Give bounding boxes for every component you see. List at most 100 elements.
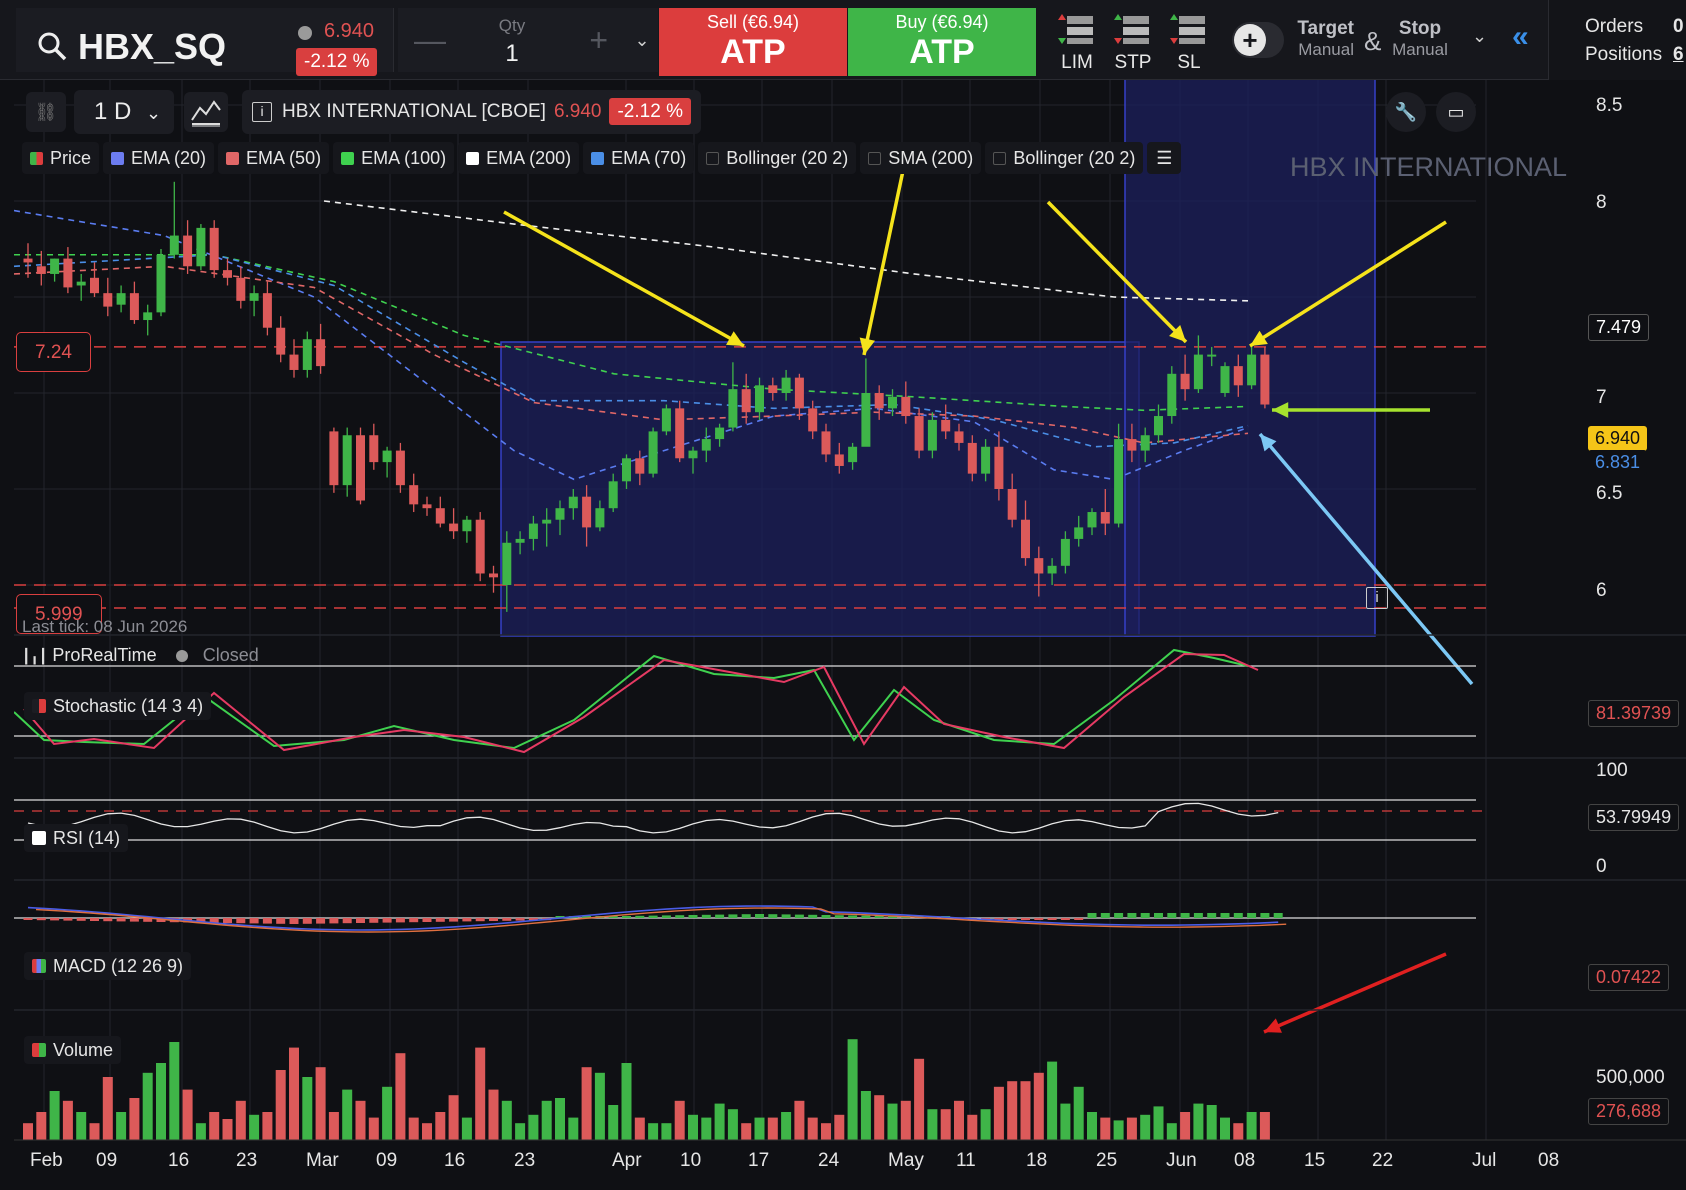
legend-label: EMA (200) (486, 148, 572, 168)
legend-swatch[interactable] (993, 152, 1007, 165)
level-box-lower[interactable]: 5.999 (16, 594, 102, 634)
legend-swatch[interactable] (341, 152, 355, 165)
volume-bar (89, 1123, 100, 1140)
candle (635, 458, 645, 474)
macd-histogram-bar (528, 918, 538, 921)
macd-histogram-bar (1154, 913, 1163, 918)
qty-minus-button[interactable]: — (414, 22, 446, 58)
candlestick-icon: ┃╻┃ (22, 648, 48, 664)
time-axis-label: 24 (818, 1150, 840, 1171)
target-setting[interactable]: Target Manual (1288, 18, 1354, 60)
legend-swatch[interactable] (30, 152, 43, 165)
macd-histogram-bar (755, 914, 764, 918)
indicators-button[interactable] (184, 92, 228, 132)
stop-loss-button[interactable]: SL (1164, 12, 1214, 73)
symbol-name[interactable]: HBX_SQ (78, 26, 227, 67)
legend-item[interactable]: EMA (50) (218, 142, 330, 174)
qty-input[interactable]: 1 (505, 40, 519, 67)
search-icon[interactable] (36, 30, 68, 62)
macd-histogram-bar (661, 915, 671, 918)
volume-bar (621, 1063, 632, 1140)
legend-label: EMA (20) (131, 148, 207, 168)
volume-bar (235, 1100, 246, 1140)
collapse-panel-icon[interactable]: « (1512, 20, 1529, 53)
buy-button[interactable]: Buy (€6.94) ATP (848, 8, 1036, 76)
list-menu-icon[interactable]: ☰ (1147, 142, 1182, 174)
chart-area[interactable]: ⛓ 1 D ⌄ i HBX INTERNATIONAL [CBOE] 6.940 -2… (14, 80, 1686, 1190)
legend-item[interactable]: EMA (200) (458, 142, 580, 174)
legend-item[interactable]: Bollinger (20 2) (698, 142, 857, 174)
candle (183, 235, 193, 267)
time-axis-label: 08 (1234, 1150, 1256, 1171)
macd-histogram-bar (156, 918, 166, 922)
instrument-title[interactable]: i HBX INTERNATIONAL [CBOE] 6.940 -2.12 % (242, 90, 701, 134)
candle (302, 339, 312, 370)
top-toolbar: HBX_SQ 6.940 -2.12 % — Qty 1 + ⌄ Sell (€… (0, 0, 1686, 80)
qty-dropdown-button[interactable]: ⌄ (626, 8, 658, 72)
positions-label[interactable]: Positions (1585, 44, 1663, 65)
stop-loss-icon (1170, 14, 1205, 44)
volume-bar (342, 1089, 353, 1140)
timeframe-selector[interactable]: 1 D ⌄ (74, 90, 174, 134)
legend-item[interactable]: Price (22, 142, 100, 174)
time-axis-label: Jun (1166, 1150, 1197, 1171)
candle (462, 519, 472, 532)
volume-pane-label[interactable]: Volume (24, 1036, 122, 1064)
positions-count[interactable]: 6 (1673, 44, 1684, 65)
legend-swatch[interactable] (706, 152, 720, 165)
macd-histogram-bar (502, 918, 512, 921)
rsi-pane-label[interactable]: RSI (14) (24, 824, 129, 852)
quantity-stepper[interactable]: — Qty 1 + (398, 8, 626, 72)
legend-swatch[interactable] (868, 152, 882, 165)
stop-order-button[interactable]: STP (1108, 12, 1158, 73)
candle (808, 408, 818, 432)
volume-bar (36, 1112, 47, 1140)
info-icon[interactable]: i (1366, 587, 1388, 609)
stochastic-pane-label[interactable]: Stochastic (14 3 4) (24, 692, 212, 720)
volume-bar (1113, 1120, 1124, 1140)
symbol-search[interactable]: HBX_SQ 6.940 -2.12 % (16, 8, 394, 76)
limit-label: LIM (1061, 52, 1093, 73)
macd-histogram-bar (861, 915, 871, 918)
time-axis-label: 16 (444, 1150, 466, 1171)
legend-label: EMA (100) (361, 148, 447, 168)
stop-setting[interactable]: Stop Manual (1386, 18, 1454, 60)
volume-label: Volume (53, 1040, 114, 1060)
sell-button[interactable]: Sell (€6.94) ATP (659, 8, 847, 76)
wrench-icon[interactable]: 🔧 (1386, 92, 1426, 132)
maximize-icon[interactable]: ▭ (1436, 92, 1476, 132)
orders-label[interactable]: Orders (1585, 16, 1644, 37)
legend-item[interactable]: SMA (200) (860, 142, 982, 174)
info-icon[interactable]: i (252, 101, 272, 122)
legend-swatch[interactable] (111, 152, 125, 165)
candle (528, 523, 538, 539)
ema200-line (323, 200, 1249, 302)
legend-item[interactable]: EMA (20) (103, 142, 215, 174)
lock-icon[interactable]: ⛓ (26, 92, 66, 132)
limit-order-button[interactable]: LIM (1052, 12, 1102, 73)
level-box-upper[interactable]: 7.24 (16, 332, 91, 372)
volume-bar (515, 1123, 526, 1140)
chart-canvas[interactable] (14, 80, 1686, 1190)
volume-bar (967, 1114, 978, 1140)
price-tick: 8.5 (1596, 95, 1623, 116)
legend-item[interactable]: EMA (70) (583, 142, 695, 174)
annotation-arrow (1249, 220, 1447, 348)
candle (648, 431, 658, 474)
macd-label: MACD (12 26 9) (53, 956, 184, 976)
legend-item[interactable]: EMA (100) (333, 142, 455, 174)
market-state: Closed (202, 645, 259, 665)
legend-item[interactable]: Bollinger (20 2) (985, 142, 1144, 174)
legend-swatch[interactable] (226, 152, 240, 165)
sell-label: Sell (€6.94) (706, 12, 800, 32)
chevron-down-icon[interactable]: ⌄ (1472, 26, 1488, 46)
volume-bar (368, 1117, 379, 1140)
orders-positions-panel[interactable]: Orders 0 Positions 6 (1548, 0, 1686, 80)
qty-plus-button[interactable]: + (589, 22, 608, 58)
legend-swatch[interactable] (466, 152, 480, 165)
macd-pane-label[interactable]: MACD (12 26 9) (24, 952, 192, 980)
macd-histogram-bar (116, 918, 126, 922)
legend-swatch[interactable] (591, 152, 605, 165)
attach-orders-toggle[interactable]: + (1232, 22, 1284, 58)
candle (236, 277, 246, 301)
